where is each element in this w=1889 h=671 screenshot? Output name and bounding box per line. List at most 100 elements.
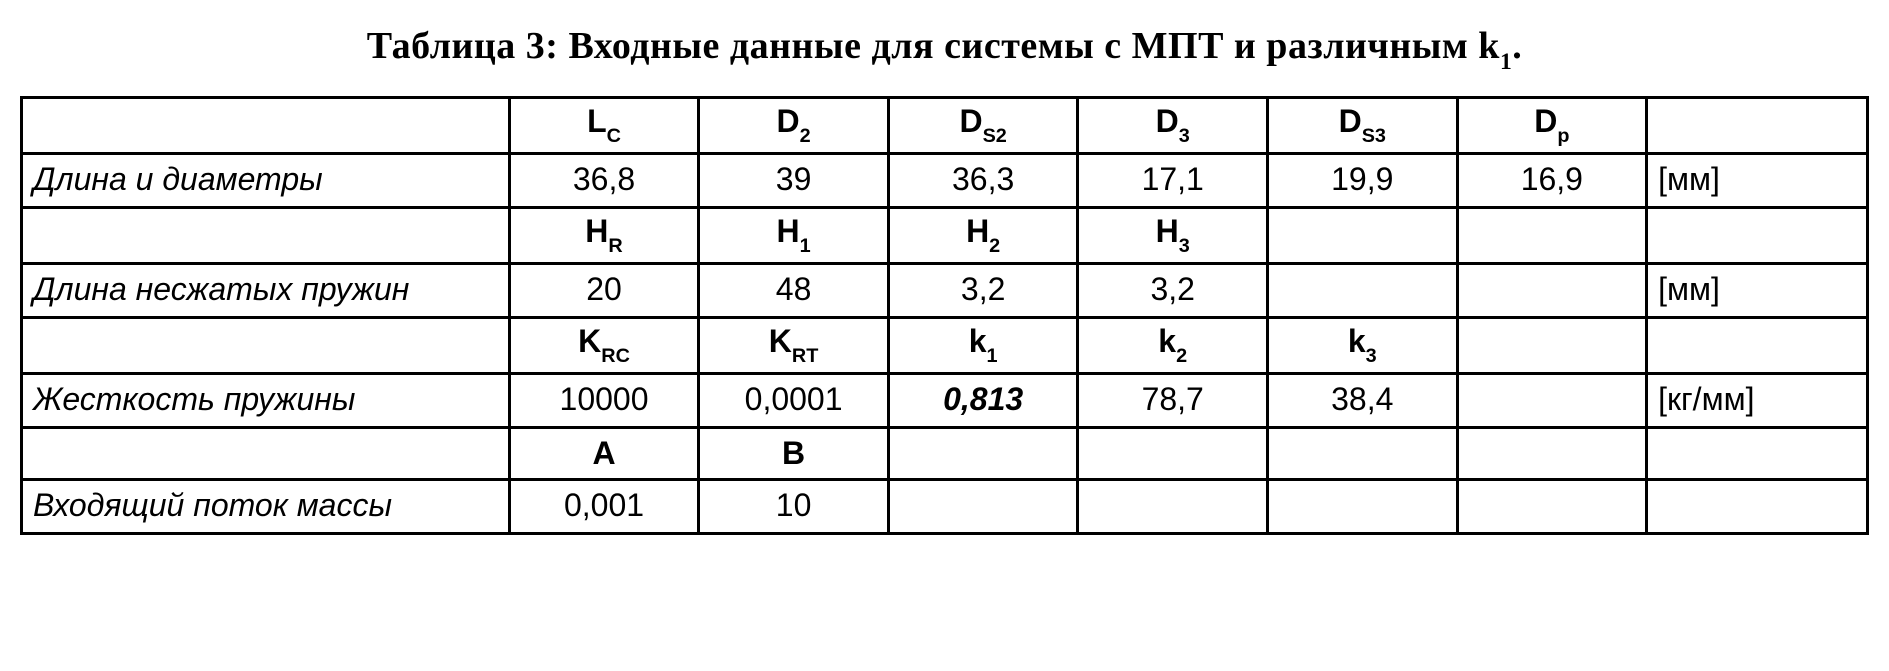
value-cell: 78,7: [1078, 374, 1268, 428]
table-row: KRCKRTk1k2k3: [22, 318, 1868, 374]
symbol-base: H: [1156, 215, 1179, 247]
table-row: Длина и диаметры36,83936,317,119,916,9[м…: [22, 153, 1868, 207]
unit-cell: [1647, 318, 1868, 374]
value-cell: 16,9: [1457, 153, 1647, 207]
symbol-subscript: 1: [800, 235, 811, 257]
row-label: Жесткость пружины: [22, 374, 510, 428]
symbol-base: H: [966, 215, 989, 247]
value-cell: 20: [509, 264, 699, 318]
caption-subscript: 1: [1500, 49, 1512, 75]
symbol-cell: [1457, 318, 1647, 374]
value-cell: 3,2: [888, 264, 1078, 318]
value-cell: 39: [699, 153, 889, 207]
symbol-cell: [1457, 207, 1647, 263]
symbol-cell: DS3: [1267, 97, 1457, 153]
table-row: LCD2DS2D3DS3Dp: [22, 97, 1868, 153]
row-label: Входящий поток массы: [22, 480, 510, 534]
value-cell: 38,4: [1267, 374, 1457, 428]
value-cell: [888, 480, 1078, 534]
symbol-cell: H3: [1078, 207, 1268, 263]
symbol-cell: KRC: [509, 318, 699, 374]
row-label: [22, 207, 510, 263]
symbol-cell: [1078, 428, 1268, 480]
symbol-cell: k3: [1267, 318, 1457, 374]
symbol-cell: B: [699, 428, 889, 480]
symbol-base: D: [959, 105, 982, 137]
unit-cell: [1647, 428, 1868, 480]
symbol-subscript: 2: [800, 125, 811, 147]
symbol-cell: D3: [1078, 97, 1268, 153]
symbol-cell: [1457, 428, 1647, 480]
symbol-subscript: C: [607, 125, 621, 147]
table-row: AB: [22, 428, 1868, 480]
symbol-cell: [888, 428, 1078, 480]
symbol-cell: A: [509, 428, 699, 480]
symbol-subscript: 2: [1176, 345, 1187, 367]
symbol-base: A: [592, 437, 615, 469]
unit-cell: [кг/мм]: [1647, 374, 1868, 428]
symbol-base: B: [782, 437, 805, 469]
symbol-cell: k2: [1078, 318, 1268, 374]
symbol-cell: [1267, 428, 1457, 480]
row-label: [22, 97, 510, 153]
symbol-base: D: [1534, 105, 1557, 137]
value-cell: 10: [699, 480, 889, 534]
value-cell: 48: [699, 264, 889, 318]
symbol-cell: LC: [509, 97, 699, 153]
table-row: HRH1H2H3: [22, 207, 1868, 263]
value-cell: 3,2: [1078, 264, 1268, 318]
symbol-cell: HR: [509, 207, 699, 263]
symbol-cell: H1: [699, 207, 889, 263]
symbol-cell: Dp: [1457, 97, 1647, 153]
value-cell: [1267, 264, 1457, 318]
value-cell: [1457, 264, 1647, 318]
table-caption: Таблица 3: Входные данные для системы с …: [20, 24, 1869, 74]
symbol-subscript: RT: [792, 345, 818, 367]
symbol-subscript: S2: [983, 125, 1007, 147]
table-row: Длина несжатых пружин20483,23,2[мм]: [22, 264, 1868, 318]
table-body: LCD2DS2D3DS3DpДлина и диаметры36,83936,3…: [22, 97, 1868, 534]
row-label: [22, 428, 510, 480]
value-cell: 0,001: [509, 480, 699, 534]
symbol-subscript: 3: [1179, 235, 1190, 257]
value-cell: 0,813: [888, 374, 1078, 428]
symbol-cell: [1267, 207, 1457, 263]
symbol-base: k: [1348, 325, 1366, 357]
symbol-cell: DS2: [888, 97, 1078, 153]
unit-cell: [мм]: [1647, 153, 1868, 207]
symbol-cell: KRT: [699, 318, 889, 374]
symbol-subscript: RC: [601, 345, 630, 367]
value-cell: 36,8: [509, 153, 699, 207]
symbol-cell: D2: [699, 97, 889, 153]
unit-cell: [1647, 480, 1868, 534]
input-data-table: LCD2DS2D3DS3DpДлина и диаметры36,83936,3…: [20, 96, 1869, 536]
symbol-subscript: S3: [1362, 125, 1386, 147]
symbol-subscript: 1: [987, 345, 998, 367]
row-label: [22, 318, 510, 374]
row-label: Длина несжатых пружин: [22, 264, 510, 318]
symbol-cell: k1: [888, 318, 1078, 374]
unit-cell: [1647, 97, 1868, 153]
symbol-base: H: [585, 215, 608, 247]
value-cell: 10000: [509, 374, 699, 428]
symbol-base: D: [1156, 105, 1179, 137]
page: Таблица 3: Входные данные для системы с …: [0, 0, 1889, 565]
unit-cell: [1647, 207, 1868, 263]
symbol-base: k: [1158, 325, 1176, 357]
symbol-base: D: [777, 105, 800, 137]
value-cell: [1267, 480, 1457, 534]
value-cell: 36,3: [888, 153, 1078, 207]
value-cell: [1078, 480, 1268, 534]
symbol-base: k: [969, 325, 987, 357]
symbol-cell: H2: [888, 207, 1078, 263]
symbol-base: L: [587, 105, 607, 137]
value-cell: 19,9: [1267, 153, 1457, 207]
table-row: Входящий поток массы0,00110: [22, 480, 1868, 534]
unit-cell: [мм]: [1647, 264, 1868, 318]
symbol-subscript: p: [1557, 125, 1569, 147]
symbol-base: K: [578, 325, 601, 357]
caption-prefix: Таблица 3: Входные данные для системы с …: [367, 25, 1500, 67]
symbol-subscript: 3: [1366, 345, 1377, 367]
table-row: Жесткость пружины100000,00010,81378,738,…: [22, 374, 1868, 428]
symbol-subscript: 2: [989, 235, 1000, 257]
